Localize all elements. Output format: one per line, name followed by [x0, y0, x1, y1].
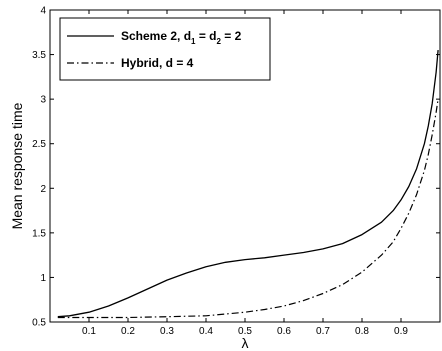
tick-labels: 0.1 0.2 0.3 0.4 0.5 0.6 0.7 0.8 0.9 0.5 1 1.5 2 2.5 3 3…	[32, 6, 408, 338]
series-line-scheme2	[57, 50, 439, 318]
x-tick-label: 0.2	[121, 326, 135, 337]
y-tick-label: 1	[40, 273, 46, 284]
x-tick-label: 0.6	[277, 326, 291, 337]
y-tick-label: 3.5	[32, 50, 46, 61]
series-line-hybrid	[57, 99, 439, 319]
legend-box	[59, 17, 271, 81]
x-tick-label: 0.4	[199, 326, 213, 337]
legend-label-hybrid: Hybrid, d = 4	[121, 56, 194, 70]
y-tick-label: 2	[40, 184, 46, 195]
y-tick-label: 4	[40, 6, 46, 17]
x-tick-label: 0.9	[394, 326, 408, 337]
legend-label-scheme2: Scheme 2, d1 = d2 = 2	[121, 29, 242, 46]
legend: Scheme 2, d1 = d2 = 2 Hybrid, d = 4	[59, 17, 271, 81]
y-tick-label: 2.5	[32, 139, 46, 150]
x-tick-label: 0.5	[238, 326, 252, 337]
axis-ticks	[50, 9, 440, 323]
series-lines	[57, 50, 439, 319]
x-tick-label: 0.7	[316, 326, 330, 337]
y-axis-title: Mean response time	[9, 102, 25, 229]
y-tick-label: 1.5	[32, 228, 46, 239]
x-axis-title: λ	[242, 335, 249, 351]
x-tick-label: 0.8	[355, 326, 369, 337]
y-tick-label: 3	[40, 95, 46, 106]
x-tick-label: 0.1	[82, 326, 96, 337]
y-tick-label: 0.5	[32, 318, 46, 329]
x-tick-label: 0.3	[160, 326, 174, 337]
